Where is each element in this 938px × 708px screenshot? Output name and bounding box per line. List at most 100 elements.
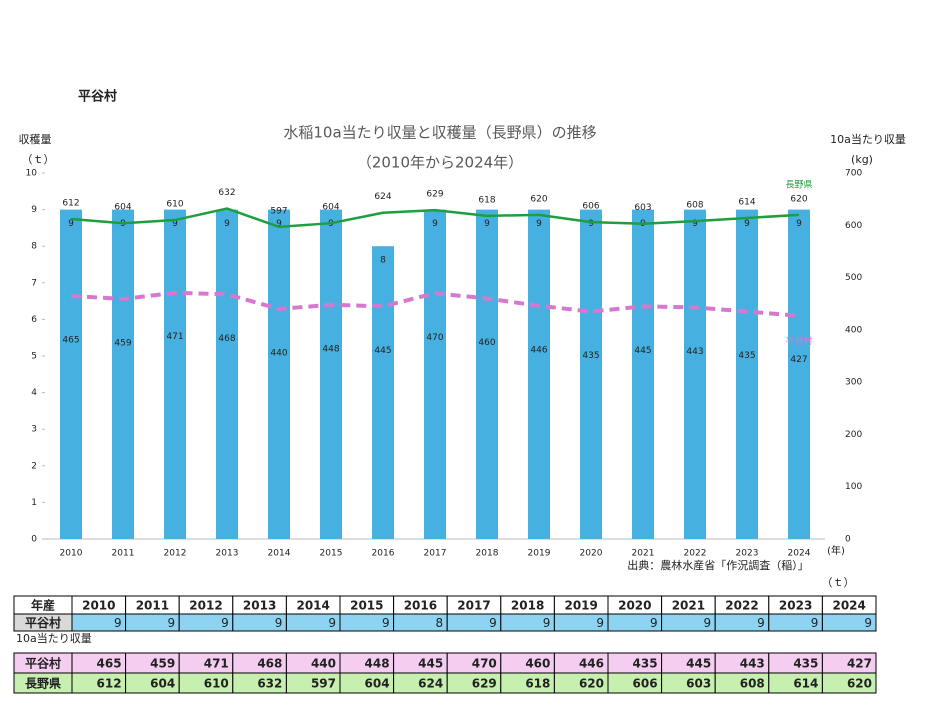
y-tick-label: 0 [31,535,37,545]
table-value: 2024 [832,599,865,613]
table-value: 2018 [511,599,544,613]
table-value: 460 [525,657,550,671]
bar [372,246,394,539]
y-tick-label: 10 [26,169,38,179]
table-value: 471 [204,657,229,671]
bar-value-label: 9 [172,219,178,229]
line-value-label: 620 [790,194,807,204]
x-tick-label: 2018 [476,549,499,559]
line-value-label: 606 [582,202,599,212]
bar-value-label: 9 [744,219,750,229]
table-value: 2020 [618,599,651,613]
line-value-label: 618 [478,195,495,205]
line-value-label: 610 [166,200,183,210]
table-value: 9 [704,616,712,630]
y-tick-label: 3 [31,425,37,435]
table-value: 620 [579,677,604,691]
x-tick-label: 2013 [216,549,239,559]
table-value: 9 [757,616,765,630]
table-value: 9 [382,616,390,630]
table-value: 610 [204,677,229,691]
line [70,207,800,229]
page-title: 平谷村 [78,89,117,105]
source: 出典：農林水産省「作況調査（稲）」 [627,558,809,572]
line-value-label: 468 [218,334,235,344]
bar-value-label: 9 [588,219,594,229]
table-value: 8 [436,616,444,630]
table-value: 629 [472,677,497,691]
x-tick-label: 2015 [320,549,343,559]
line-value-label: 624 [374,192,391,202]
line-value-label: 470 [426,333,443,343]
y-tick-label: 6 [31,315,37,325]
table-value: 9 [596,616,604,630]
table-cell [821,672,877,694]
bar [424,209,446,539]
table-value: 618 [525,677,550,691]
y-axis-label: 収穫量 [19,133,52,146]
line [70,290,800,318]
table-value: 443 [740,657,765,671]
x-tick-label: 2024 [788,549,811,559]
bar [320,209,342,539]
table-value: 446 [579,657,604,671]
x-tick-label: 2023 [736,549,759,559]
table-unit: （ｔ） [822,576,855,589]
y2-tick-label: 0 [845,535,851,545]
chart-title: 水稲10a当たり収量と収穫量（長野県）の推移 [283,124,596,142]
line-value-label: 435 [582,351,599,361]
bar [60,209,82,539]
bar [268,209,290,539]
y2-tick-label: 600 [845,221,862,231]
bar [528,209,550,539]
y-tick-label: 4 [31,388,37,398]
table-value: 2023 [779,599,812,613]
table-value: 632 [257,677,282,691]
table-value: 2019 [564,599,597,613]
table-value: 435 [793,657,818,671]
table-value: 9 [168,616,176,630]
table-cell [821,613,877,632]
x-tick-label: 2020 [580,549,603,559]
line-value-label: 612 [62,199,79,209]
y-tick-label: 2 [31,461,37,471]
table-value: 2010 [82,599,115,613]
line-value-label: 440 [270,348,287,358]
bar-value-label: 9 [276,219,282,229]
line-value-label: 604 [322,203,339,213]
table-value: 459 [150,657,175,671]
y-tick-label: 1 [31,498,37,508]
table-value: 448 [365,657,390,671]
bar [736,209,758,539]
table-value: 445 [686,657,711,671]
x-tick-label: 2022 [684,549,707,559]
y2-tick-label: 200 [845,430,862,440]
y-tick-label: 5 [31,352,37,362]
y2-tick-label: 100 [845,482,862,492]
bar [632,209,654,539]
line-value-label: 603 [634,203,651,213]
table-value: 606 [633,677,658,691]
table-value: 9 [221,616,229,630]
table-row-label: 長野県 [25,676,61,691]
series-label: 長野県 [785,179,812,190]
series-label: 平谷村 [785,335,812,347]
line-value-label: 448 [322,344,339,354]
line-value-label: 427 [790,355,807,365]
x-tick-label: 2019 [528,549,551,559]
table-value: 9 [328,616,336,630]
bar [164,209,186,539]
table-value: 2021 [672,599,705,613]
table-row-label: 平谷村 [25,615,61,630]
x-tick-label: 2012 [164,549,187,559]
bar [476,209,498,539]
y2-axis-unit: (kg) [851,153,873,166]
bar-value-label: 9 [484,219,490,229]
line-value-label: 614 [738,197,755,207]
table-value: 9 [864,616,872,630]
line-value-label: 443 [686,347,703,357]
table-value: 427 [847,657,872,671]
table-value: 597 [311,677,336,691]
bar [216,209,238,539]
table-value: 2014 [296,599,329,613]
